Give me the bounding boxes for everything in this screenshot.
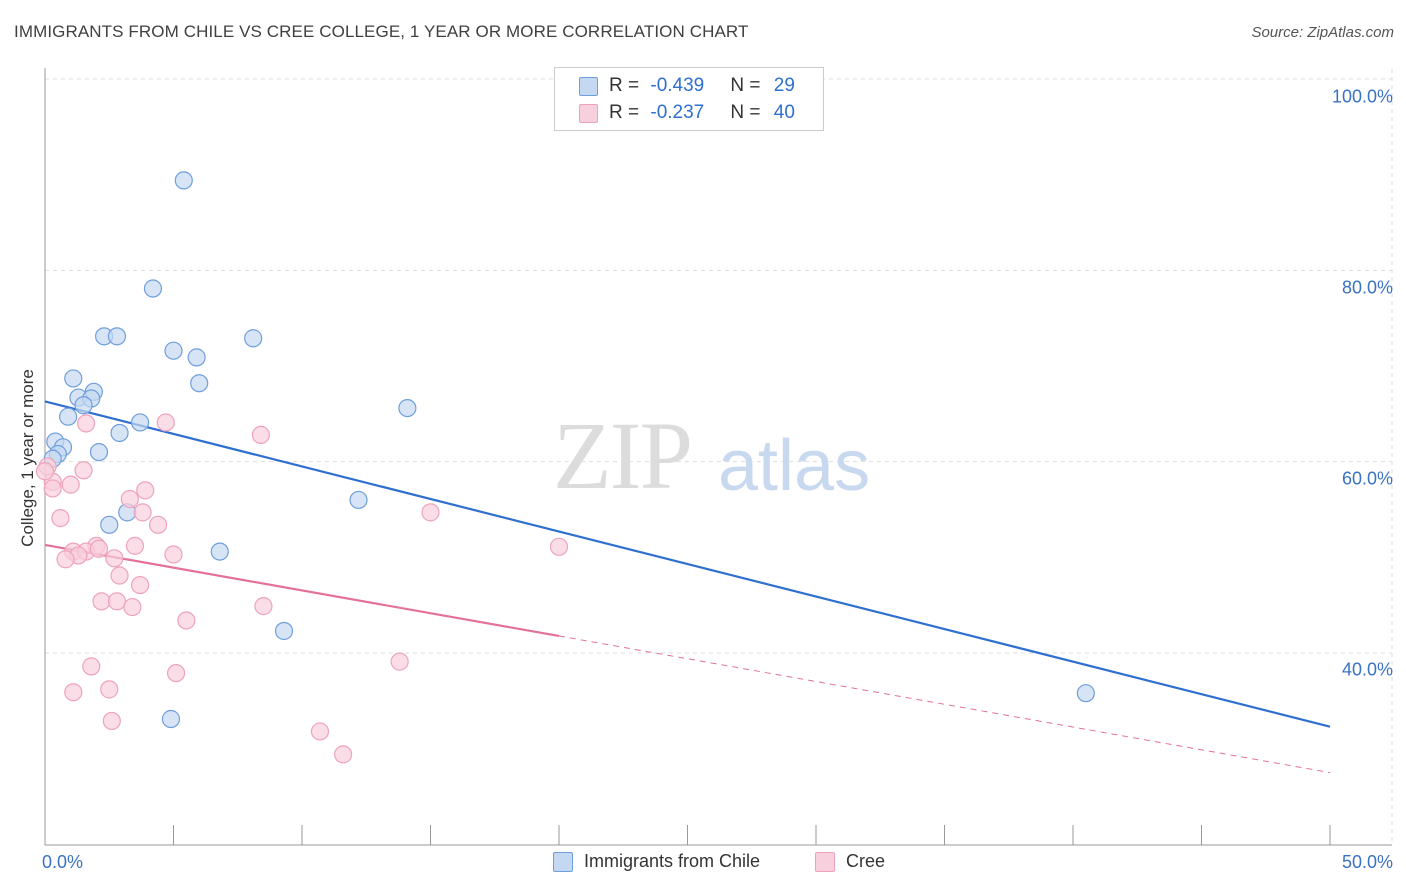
data-point-cree [148,515,168,534]
data-point-chile [349,490,368,510]
y-tick-label: 100.0% [1331,86,1393,107]
trend-line-cree [44,543,560,638]
legend-n-value: 40 [773,102,795,123]
data-point-chile [89,443,109,462]
data-point-cree [64,683,83,702]
legend-r-label: R = [609,75,645,96]
data-point-cree [251,425,270,444]
bottom-legend-swatch-chile [553,851,573,872]
data-point-chile [244,329,263,348]
data-point-cree [110,566,129,585]
data-point-chile [274,621,294,641]
data-point-cree [51,509,70,528]
data-point-chile [143,279,163,298]
data-points [35,171,1095,764]
y-tick-label: 40.0% [1341,659,1393,680]
y-axis-label: College, 1 year or more [18,369,37,547]
x-tick-label-max: 50.0% [1341,852,1393,872]
data-point-chile [130,413,150,432]
data-point-chile [74,396,93,415]
data-point-cree [74,461,93,480]
data-point-cree [102,711,121,731]
data-point-cree [120,489,139,509]
legend-row-chile: R = -0.439 N = 29 [579,73,795,99]
legend-r-value: -0.439 [650,75,705,96]
data-point-chile [210,542,229,561]
data-point-cree [164,545,183,564]
data-point-cree [334,745,353,764]
data-point-cree [43,479,62,498]
bottom-legend-cree: Cree [815,851,885,872]
data-point-chile [398,398,417,418]
bottom-legend-label-chile: Immigrants from Chile [584,851,761,871]
data-point-cree [61,475,80,494]
trend-line-cree-extension [558,635,1331,774]
data-point-chile [110,423,129,443]
data-point-cree [107,592,127,611]
watermark-zip: ZIP [553,402,693,509]
bottom-legend-swatch-cree [815,851,835,872]
data-point-cree [56,550,75,569]
data-point-cree [130,575,150,595]
legend-swatch-cree [579,103,598,123]
data-point-cree [421,503,440,522]
data-point-cree [166,663,186,683]
legend-n-value: 29 [773,75,795,96]
data-point-cree [92,592,111,611]
trend-lines [44,400,1331,774]
data-point-cree [105,549,124,568]
data-point-cree [35,462,55,481]
legend-swatch-chile [579,76,598,96]
legend-r-value: -0.237 [650,102,705,123]
correlation-legend: R = -0.439 N = 29 R = -0.237 N = 40 [554,67,824,131]
data-point-cree [177,611,196,630]
bottom-legend-chile: Immigrants from Chile [553,851,760,872]
data-point-chile [64,369,83,388]
data-point-chile [100,515,119,534]
data-point-cree [77,414,96,433]
data-point-chile [1076,684,1095,703]
data-point-cree [82,657,101,676]
watermark-atlas: atlas [718,426,871,506]
x-tick-label-min: 0.0% [42,852,84,872]
legend-r-label: R = [609,102,645,123]
data-point-chile [190,374,209,393]
legend-row-cree: R = -0.237 N = 40 [579,100,795,126]
data-point-cree [89,539,109,558]
data-point-cree [125,536,145,555]
data-point-cree [100,680,119,699]
data-point-cree [310,722,330,741]
chart-title: IMMIGRANTS FROM CHILE VS CREE COLLEGE, 1… [14,22,749,41]
y-tick-label: 80.0% [1341,277,1393,298]
data-point-cree [156,413,175,432]
data-point-chile [161,709,181,729]
data-point-cree [254,597,273,616]
legend-n-label: N = [730,75,766,96]
data-point-chile [164,341,183,360]
trend-line-chile [44,400,1331,728]
data-point-cree [133,503,152,522]
data-point-chile [107,327,127,346]
data-point-cree [549,537,569,556]
y-tick-label: 60.0% [1341,468,1393,489]
data-point-cree [390,652,409,671]
source-label: Source: ZipAtlas.com [1251,24,1394,41]
data-point-cree [136,481,155,500]
data-point-chile [187,348,206,367]
data-point-chile [174,171,193,190]
data-point-chile [59,407,78,426]
bottom-legend-label-cree: Cree [846,851,886,871]
data-point-cree [123,597,142,617]
legend-n-label: N = [730,102,766,123]
